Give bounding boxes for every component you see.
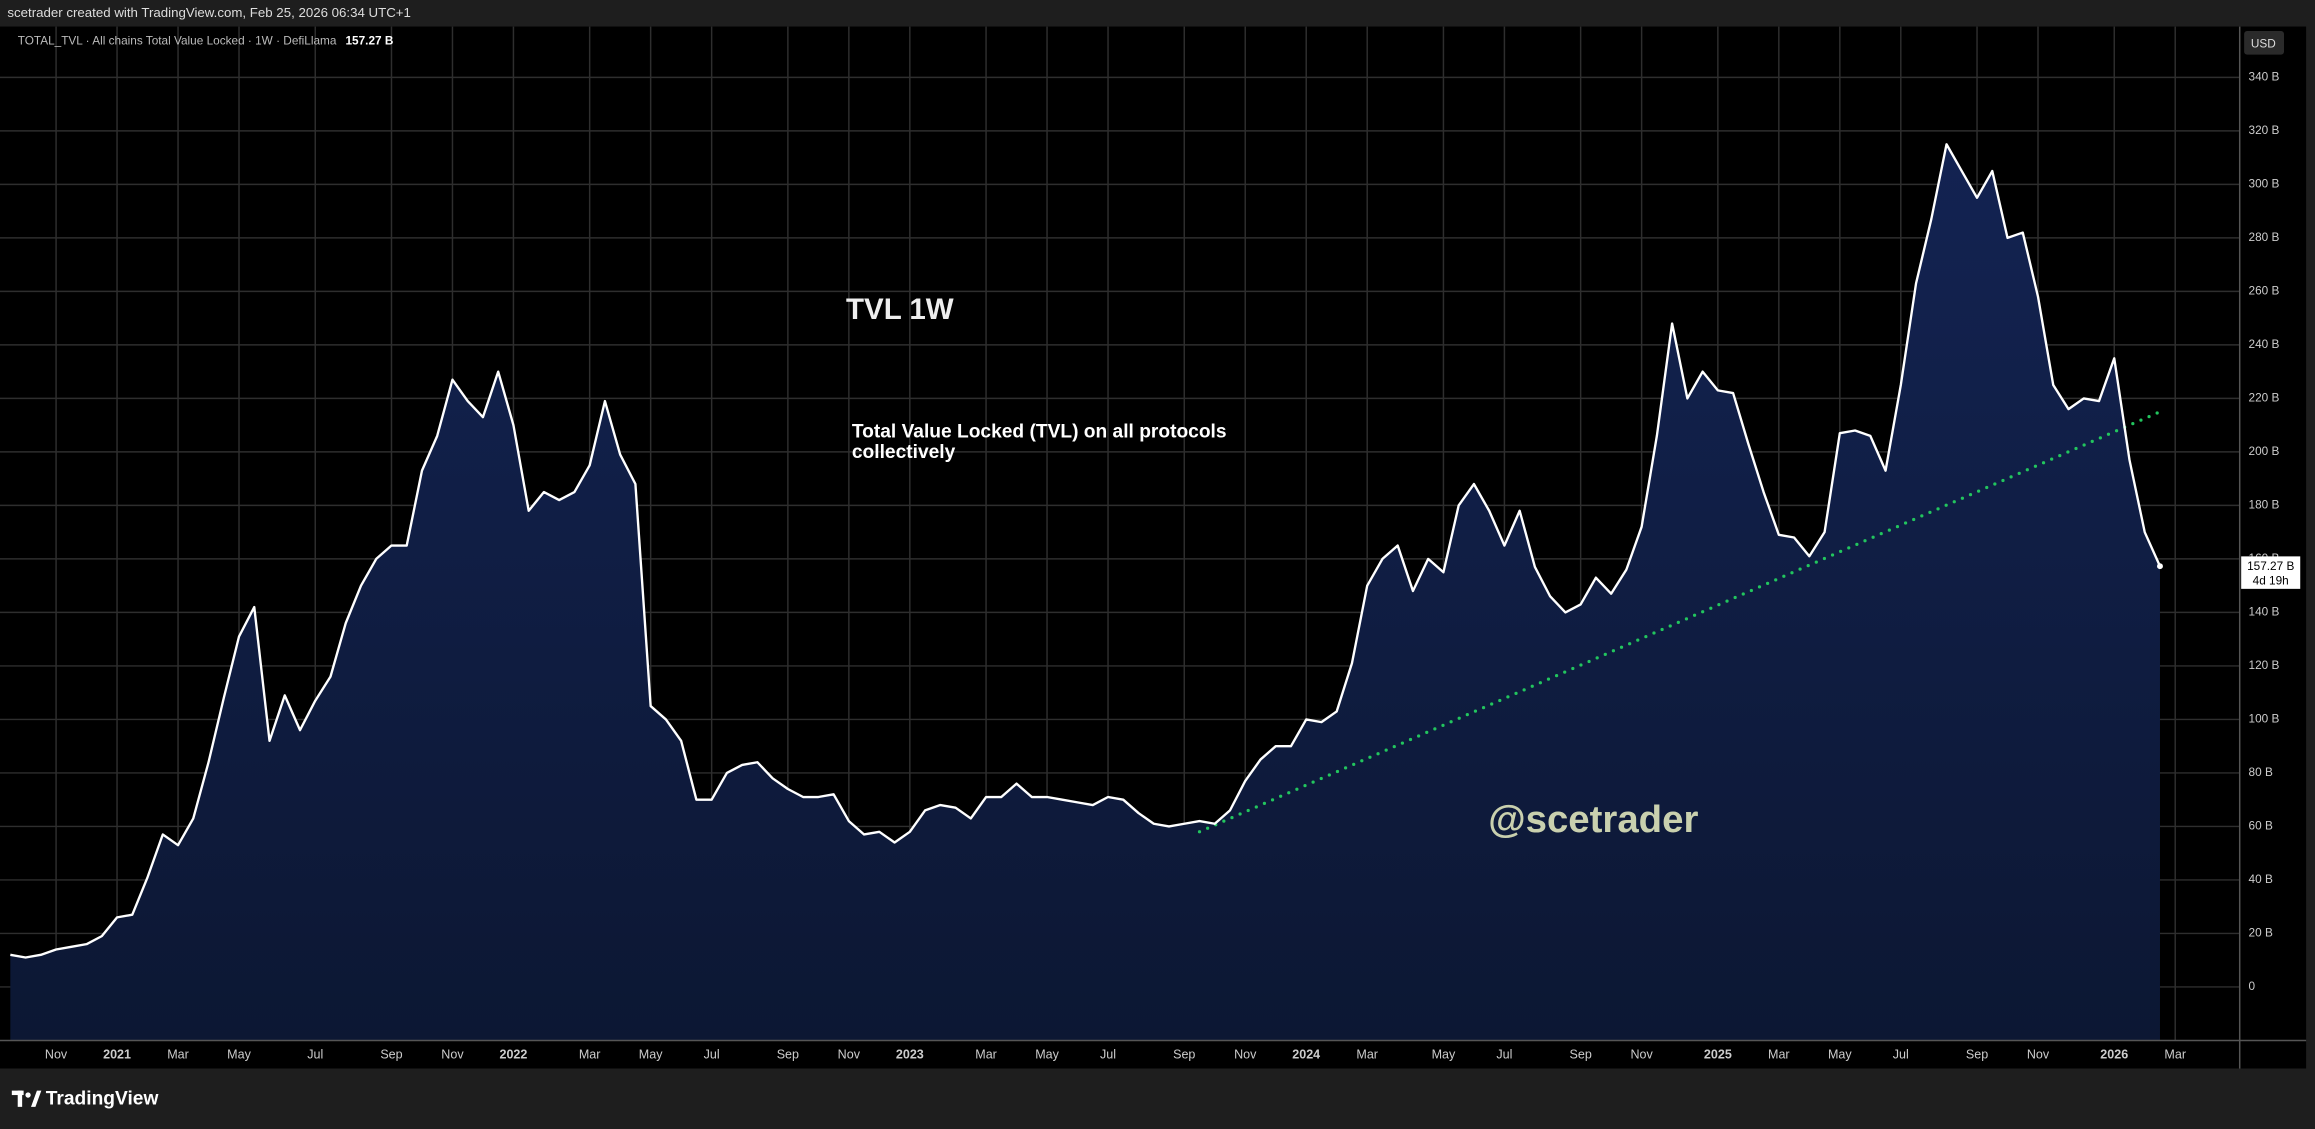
x-tick-label: 2022 bbox=[499, 1048, 527, 1062]
area bbox=[10, 144, 2160, 1041]
last-price-label: 157.27 B bbox=[2247, 559, 2294, 573]
x-tick-label: 2024 bbox=[1292, 1048, 1320, 1062]
x-tick-label: Sep bbox=[380, 1048, 402, 1062]
x-tick-label: May bbox=[227, 1048, 251, 1062]
y-tick-label: 240 B bbox=[2249, 337, 2280, 351]
symbol-label: TOTAL_TVL · All chains Total Value Locke… bbox=[18, 33, 337, 47]
y-tick-label: 60 B bbox=[2249, 819, 2273, 833]
y-tick-label: 300 B bbox=[2249, 177, 2280, 191]
x-tick-label: Mar bbox=[2164, 1048, 2186, 1062]
y-tick-label: 40 B bbox=[2249, 872, 2273, 886]
x-tick-label: Nov bbox=[441, 1048, 464, 1062]
logo-part bbox=[25, 1092, 31, 1098]
last-price-box bbox=[2241, 556, 2301, 589]
x-tick-label: May bbox=[1035, 1048, 1059, 1062]
x-tick-label: Sep bbox=[1569, 1048, 1591, 1062]
series bbox=[10, 143, 2163, 1041]
y-tick-label: 80 B bbox=[2249, 765, 2273, 779]
x-tick-label: Mar bbox=[1768, 1048, 1790, 1062]
brand-logo bbox=[11, 1090, 42, 1107]
x-tick-label: Mar bbox=[1356, 1048, 1378, 1062]
x-tick-label: 2021 bbox=[103, 1048, 131, 1062]
y-tick-label: 200 B bbox=[2249, 444, 2280, 458]
y-tick-label: 180 B bbox=[2249, 498, 2280, 512]
x-tick-label: Sep bbox=[1966, 1048, 1988, 1062]
y-tick-label: 20 B bbox=[2249, 926, 2273, 940]
y-tick-label: 100 B bbox=[2249, 712, 2280, 726]
annotation-line: Total Value Locked (TVL) on all protocol… bbox=[852, 421, 1227, 442]
y-tick-label: 140 B bbox=[2249, 605, 2280, 619]
x-tick-label: 2025 bbox=[1704, 1048, 1732, 1062]
x-tick-label: 2026 bbox=[2100, 1048, 2128, 1062]
x-tick-label: May bbox=[1828, 1048, 1852, 1062]
x-tick-label: Sep bbox=[1173, 1048, 1195, 1062]
x-tick-label: May bbox=[639, 1048, 663, 1062]
x-tick-label: Nov bbox=[45, 1048, 68, 1062]
x-tick-label: Nov bbox=[838, 1048, 861, 1062]
line bbox=[10, 143, 2162, 959]
y-tick-label: 120 B bbox=[2249, 658, 2280, 672]
trendline bbox=[1197, 410, 2162, 834]
x-tick-label: Jul bbox=[1893, 1048, 1909, 1062]
x-tick-label: May bbox=[1432, 1048, 1456, 1062]
annotation-line: collectively bbox=[852, 442, 956, 463]
last-point bbox=[2157, 563, 2163, 570]
x-tick-label: Jul bbox=[1100, 1048, 1116, 1062]
x-tick-label: Jul bbox=[307, 1048, 323, 1062]
x-tick-label: Mar bbox=[579, 1048, 601, 1062]
annotation-title: TVL 1W bbox=[846, 293, 954, 326]
x-tick-label: Sep bbox=[777, 1048, 799, 1062]
logo-part bbox=[31, 1090, 42, 1107]
x-tick-label: 2023 bbox=[896, 1048, 924, 1062]
logo-part bbox=[17, 1090, 23, 1107]
x-tick-label: Jul bbox=[1496, 1048, 1512, 1062]
brand: TradingView bbox=[46, 1089, 159, 1110]
y-tick-label: 220 B bbox=[2249, 391, 2280, 405]
watermark: @scetrader bbox=[1488, 798, 1698, 841]
y-tick-label: 320 B bbox=[2249, 123, 2280, 137]
x-tick-label: Mar bbox=[167, 1048, 189, 1062]
currency: USD bbox=[2251, 36, 2276, 50]
header-caption: scetrader created with TradingView.com, … bbox=[7, 5, 411, 20]
y-tick-label: 340 B bbox=[2249, 70, 2280, 84]
x-tick-label: Nov bbox=[1630, 1048, 1653, 1062]
currency-box bbox=[2244, 30, 2284, 55]
x-tick-label: Mar bbox=[975, 1048, 997, 1062]
x-tick-label: Nov bbox=[2027, 1048, 2050, 1062]
x-tick-label: Nov bbox=[1234, 1048, 1257, 1062]
y-tick-label: 0 bbox=[2249, 979, 2256, 993]
x-tick-label: Jul bbox=[704, 1048, 720, 1062]
countdown: 4d 19h bbox=[2253, 574, 2289, 588]
y-tick-label: 260 B bbox=[2249, 284, 2280, 298]
y-tick-label: 280 B bbox=[2249, 230, 2280, 244]
legend-value: 157.27 B bbox=[345, 33, 393, 47]
